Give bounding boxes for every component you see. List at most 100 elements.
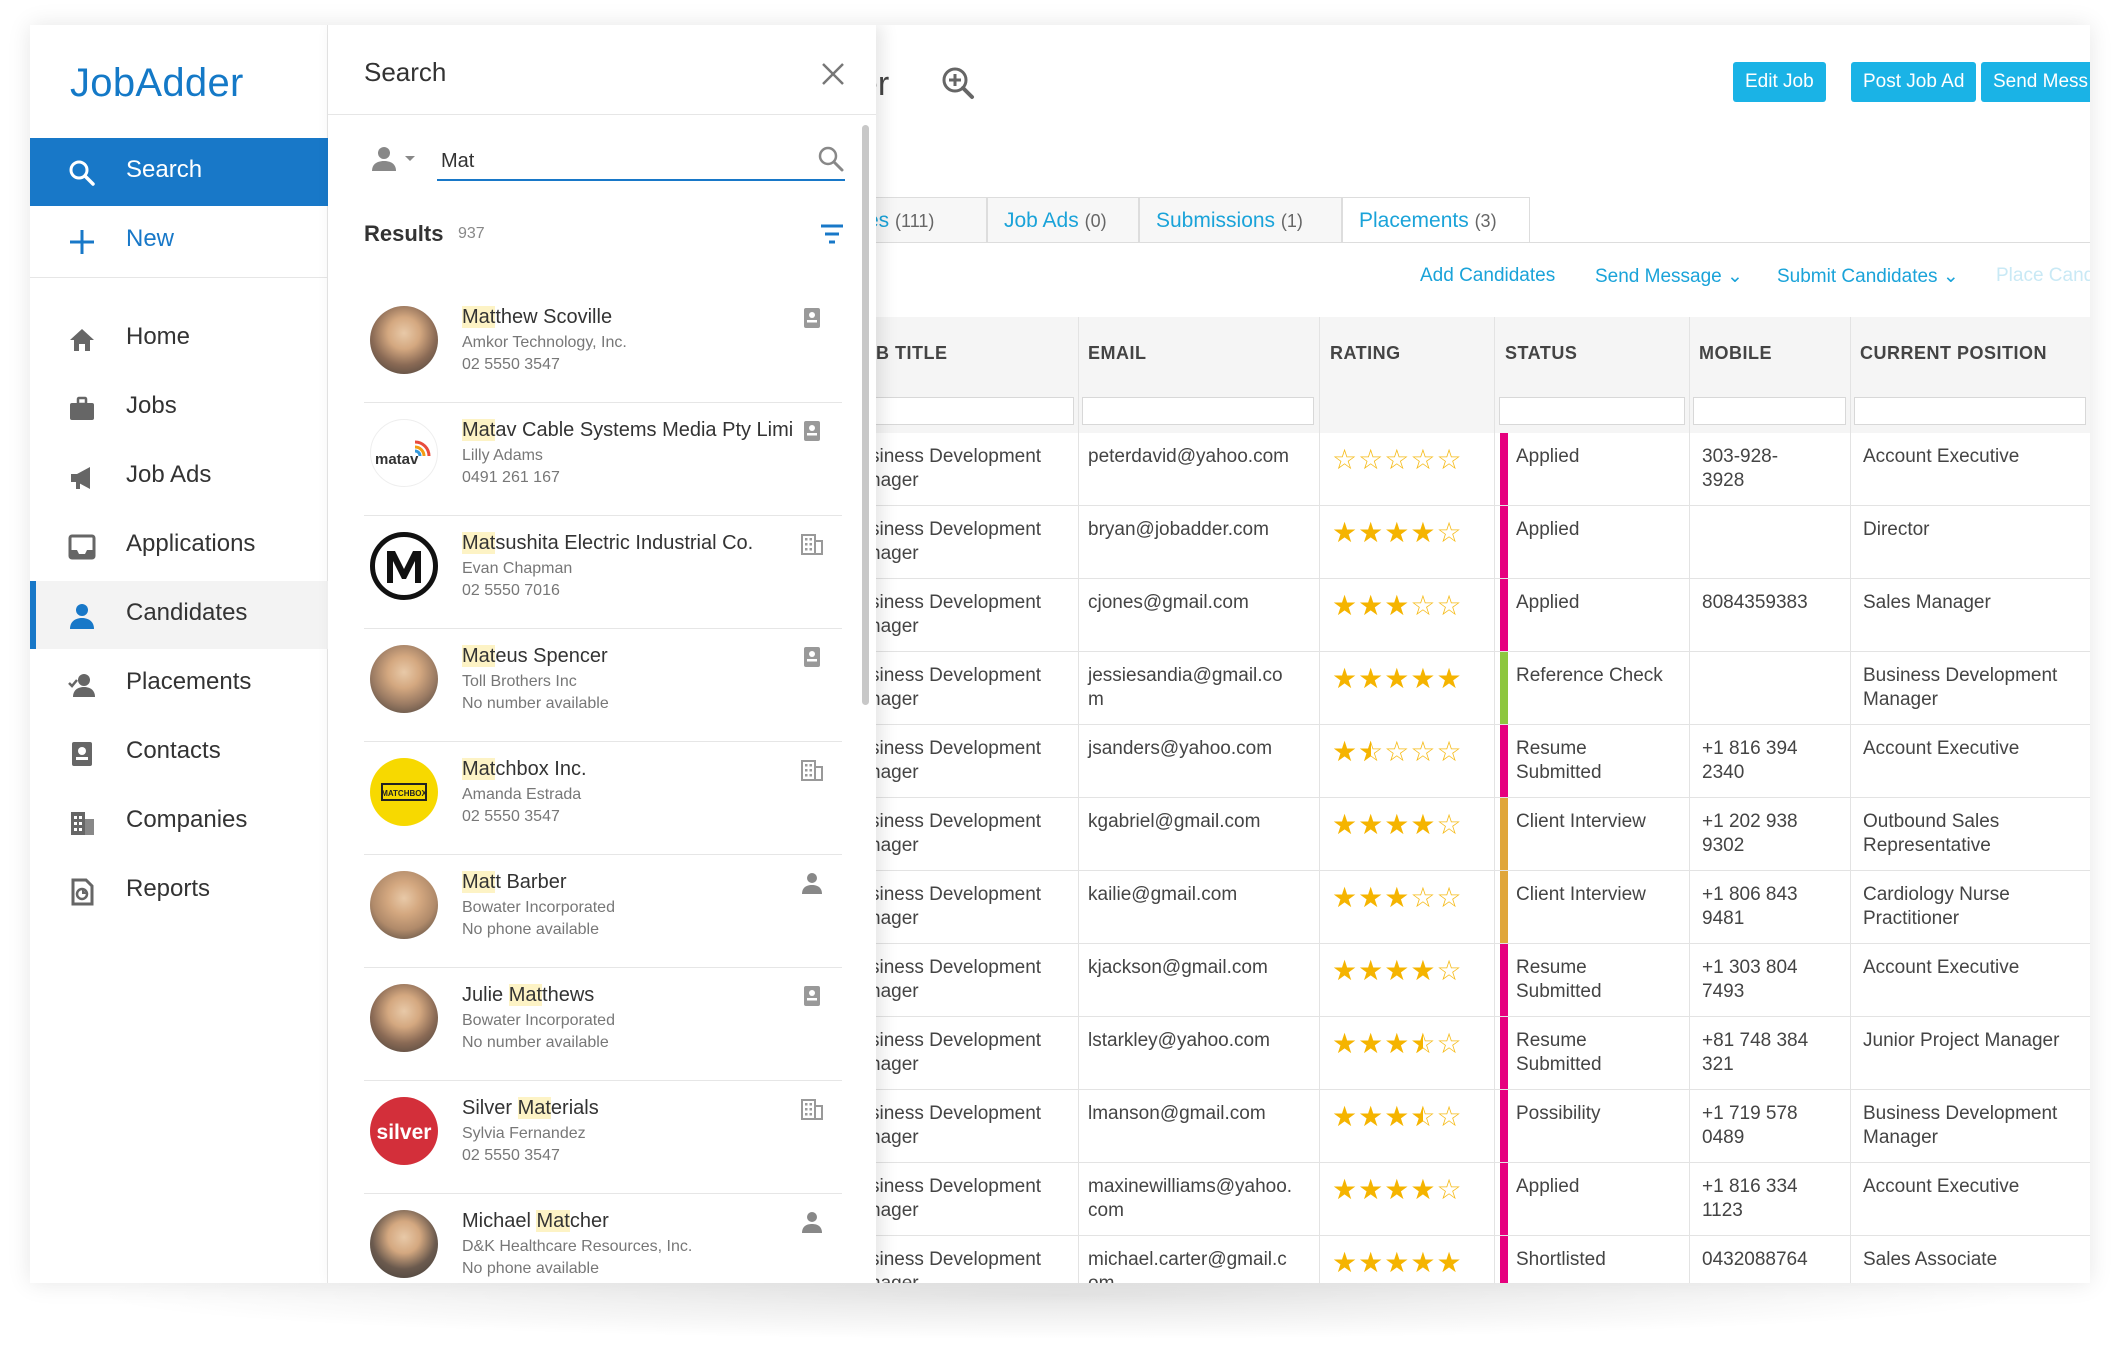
table-row[interactable]: siness Development nager jessiesandia@gmai… bbox=[870, 652, 2090, 725]
search-result-item[interactable]: silver Silver Materials Sylvia Fernandez 02… bbox=[364, 1081, 842, 1194]
status-cell[interactable]: Shortlisted bbox=[1516, 1249, 1606, 1270]
sidebar-item-home[interactable]: Home bbox=[30, 305, 328, 373]
add-candidates-link[interactable]: Add Candidates bbox=[1420, 265, 1556, 286]
sidebar-item-new[interactable]: New bbox=[30, 207, 328, 275]
jobadder-logo[interactable]: JobAdder bbox=[70, 61, 244, 105]
send-message-button[interactable]: Send Mess bbox=[1981, 62, 2090, 102]
status-cell[interactable]: Applied bbox=[1516, 592, 1580, 613]
sidebar-item-companies[interactable]: Companies bbox=[30, 788, 328, 856]
rating-stars[interactable]: ★☆★☆☆☆ bbox=[1332, 735, 1463, 768]
email-cell[interactable]: maxinewilliams@yahoo. com bbox=[1088, 1176, 1293, 1221]
tab-job-ads[interactable]: Job Ads (0) bbox=[987, 197, 1139, 243]
rating-stars[interactable]: ★★★☆★☆ bbox=[1332, 1027, 1463, 1060]
sidebar-item-contacts[interactable]: Contacts bbox=[30, 719, 328, 787]
search-scope-dropdown[interactable] bbox=[371, 144, 421, 174]
contact-card-icon bbox=[800, 984, 824, 1008]
tab-placements[interactable]: Placements (3) bbox=[1342, 197, 1530, 243]
rating-stars[interactable]: ★★★★☆ bbox=[1332, 808, 1463, 841]
rating-stars[interactable]: ★★★☆★☆ bbox=[1332, 1100, 1463, 1133]
column-header-current-position[interactable]: CURRENT POSITION bbox=[1860, 343, 2048, 363]
column-header-job-title[interactable]: B TITLE bbox=[876, 343, 948, 363]
table-row[interactable]: siness Development nager lmanson@gmail.com… bbox=[870, 1090, 2090, 1163]
column-header-status[interactable]: STATUS bbox=[1505, 343, 1578, 363]
table-row[interactable]: siness Development nager cjones@gmail.com ★… bbox=[870, 579, 2090, 652]
status-cell[interactable]: Reference Check bbox=[1516, 665, 1663, 686]
status-filter[interactable] bbox=[1499, 397, 1685, 425]
status-cell[interactable]: Client Interview bbox=[1516, 811, 1646, 832]
sidebar-item-reports[interactable]: Reports bbox=[30, 857, 328, 925]
table-row[interactable]: siness Development nager kailie@gmail.com ★… bbox=[870, 871, 2090, 944]
search-input[interactable] bbox=[437, 143, 845, 181]
status-cell[interactable]: Client Interview bbox=[1516, 884, 1646, 905]
sidebar-item-job-ads[interactable]: Job Ads bbox=[30, 443, 328, 511]
search-result-item[interactable]: MATCHBOX Matchbox Inc. Amanda Estrada 02 55… bbox=[364, 742, 842, 855]
filter-icon[interactable] bbox=[818, 222, 846, 246]
panel-scrollbar[interactable] bbox=[862, 125, 869, 705]
job-title-filter[interactable] bbox=[874, 397, 1074, 425]
email-cell[interactable]: cjones@gmail.com bbox=[1088, 592, 1249, 613]
table-row[interactable]: siness Development nager bryan@jobadder.co… bbox=[870, 506, 2090, 579]
rating-stars[interactable]: ★★★☆☆ bbox=[1332, 881, 1463, 914]
sidebar-item-search[interactable]: Search bbox=[30, 138, 328, 206]
status-cell[interactable]: Resume Submitted bbox=[1516, 1030, 1602, 1075]
post-job-ad-button[interactable]: Post Job Ad bbox=[1851, 62, 1977, 102]
email-cell[interactable]: kailie@gmail.com bbox=[1088, 884, 1238, 905]
zoom-in-icon[interactable] bbox=[938, 63, 978, 103]
status-cell[interactable]: Possibility bbox=[1516, 1103, 1601, 1124]
search-result-item[interactable]: matav Matav Cable Systems Media Pty Limi L… bbox=[364, 403, 842, 516]
email-cell[interactable]: jsanders@yahoo.com bbox=[1088, 738, 1273, 759]
rating-stars[interactable]: ★★★★★ bbox=[1332, 662, 1463, 695]
table-row[interactable]: siness Development nager kgabriel@gmail.co… bbox=[870, 798, 2090, 871]
sidebar-item-applications[interactable]: Applications bbox=[30, 512, 328, 580]
mobile-filter[interactable] bbox=[1693, 397, 1846, 425]
email-cell[interactable]: michael.carter@gmail.com bbox=[1088, 1249, 1287, 1283]
email-cell[interactable]: lmanson@gmail.com bbox=[1088, 1103, 1266, 1124]
email-cell[interactable]: kjackson@gmail.com bbox=[1088, 957, 1268, 978]
edit-job-button[interactable]: Edit Job bbox=[1733, 62, 1826, 102]
close-icon[interactable] bbox=[820, 61, 846, 87]
table-row[interactable]: siness Development nager peterdavid@yahoo.… bbox=[870, 433, 2090, 506]
search-result-item[interactable]: Matt Barber Bowater Incorporated No phone … bbox=[364, 855, 842, 968]
column-header-rating[interactable]: RATING bbox=[1330, 343, 1401, 363]
send-message-dropdown[interactable]: Send Message ⌄ bbox=[1595, 265, 1743, 301]
tab-candidates[interactable]: es (111) bbox=[860, 197, 987, 243]
search-result-item[interactable]: Mateus Spencer Toll Brothers Inc No number… bbox=[364, 629, 842, 742]
tab-submissions[interactable]: Submissions (1) bbox=[1139, 197, 1342, 243]
column-divider bbox=[1494, 317, 1495, 1283]
table-row[interactable]: siness Development nager jsanders@yahoo.co… bbox=[870, 725, 2090, 798]
column-header-mobile[interactable]: MOBILE bbox=[1699, 343, 1772, 363]
email-filter[interactable] bbox=[1082, 397, 1314, 425]
rating-stars[interactable]: ☆☆☆☆☆ bbox=[1332, 443, 1463, 476]
column-header-email[interactable]: EMAIL bbox=[1088, 343, 1147, 363]
rating-stars[interactable]: ★★★★☆ bbox=[1332, 516, 1463, 549]
status-cell[interactable]: Resume Submitted bbox=[1516, 957, 1602, 1002]
sidebar-item-candidates[interactable]: Candidates bbox=[30, 581, 328, 649]
email-cell[interactable]: bryan@jobadder.com bbox=[1088, 519, 1269, 540]
table-row[interactable]: siness Development nager lstarkley@yahoo.c… bbox=[870, 1017, 2090, 1090]
rating-stars[interactable]: ★★★★★ bbox=[1332, 1246, 1463, 1279]
email-cell[interactable]: lstarkley@yahoo.com bbox=[1088, 1030, 1270, 1051]
email-cell[interactable]: peterdavid@yahoo.com bbox=[1088, 446, 1289, 467]
rating-stars[interactable]: ★★★★☆ bbox=[1332, 1173, 1463, 1206]
search-result-item[interactable]: Michael Matcher D&K Healthcare Resources,… bbox=[364, 1194, 842, 1283]
rating-stars[interactable]: ★★★★☆ bbox=[1332, 954, 1463, 987]
sidebar-item-jobs[interactable]: Jobs bbox=[30, 374, 328, 442]
search-result-item[interactable]: Julie Matthews Bowater Incorporated No num… bbox=[364, 968, 842, 1081]
search-result-item[interactable]: Matsushita Electric Industrial Co. Evan C… bbox=[364, 516, 842, 629]
email-cell[interactable]: kgabriel@gmail.com bbox=[1088, 811, 1261, 832]
submit-candidates-dropdown[interactable]: Submit Candidates ⌄ bbox=[1777, 265, 1959, 301]
search-icon[interactable] bbox=[817, 145, 845, 173]
status-cell[interactable]: Applied bbox=[1516, 519, 1580, 540]
status-cell[interactable]: Applied bbox=[1516, 1176, 1580, 1197]
position-filter[interactable] bbox=[1854, 397, 2086, 425]
sidebar-item-label: Candidates bbox=[126, 599, 248, 626]
search-result-item[interactable]: Matthew Scoville Amkor Technology, Inc. 02… bbox=[364, 290, 842, 403]
rating-stars[interactable]: ★★★☆☆ bbox=[1332, 589, 1463, 622]
status-cell[interactable]: Applied bbox=[1516, 446, 1580, 467]
table-row[interactable]: siness Development nager kjackson@gmail.co… bbox=[870, 944, 2090, 1017]
email-cell[interactable]: jessiesandia@gmail.co m bbox=[1088, 665, 1283, 710]
status-cell[interactable]: Resume Submitted bbox=[1516, 738, 1602, 783]
sidebar-item-placements[interactable]: Placements bbox=[30, 650, 328, 718]
table-row[interactable]: siness Development nager maxinewilliams@ya… bbox=[870, 1163, 2090, 1236]
